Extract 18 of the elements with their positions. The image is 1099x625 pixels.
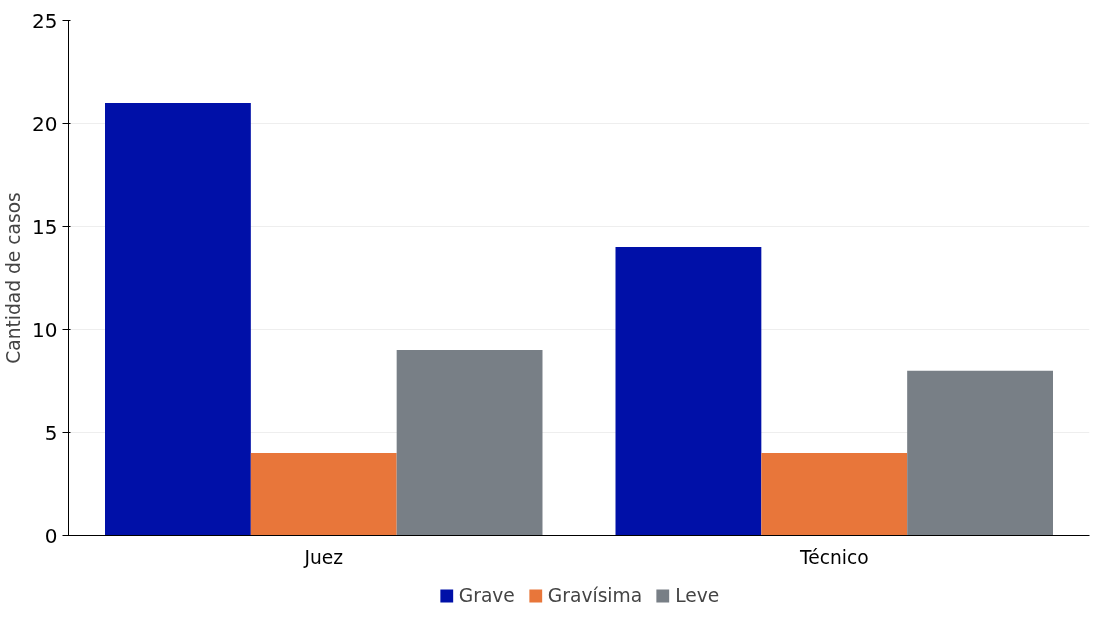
x-tick-label: Técnico (798, 546, 869, 568)
y-tick-label: 25 (32, 8, 58, 33)
x-tick-label: Juez (303, 546, 344, 568)
y-tick-label: 0 (44, 523, 58, 548)
y-tick-label: 5 (44, 420, 58, 445)
bar (250, 453, 397, 536)
legend-label: Leve (675, 584, 720, 606)
legend-label: Grave (458, 584, 515, 606)
y-axis-title: Cantidad de casos (3, 192, 25, 364)
legend-label: Gravísima (547, 584, 643, 606)
bar (396, 350, 543, 536)
bar (615, 247, 762, 536)
bar (907, 370, 1053, 536)
y-tick-label: 10 (32, 317, 58, 342)
bar (761, 453, 908, 536)
y-tick-label: 20 (32, 111, 58, 136)
bar (105, 102, 251, 536)
y-tick-label: 15 (32, 214, 58, 239)
